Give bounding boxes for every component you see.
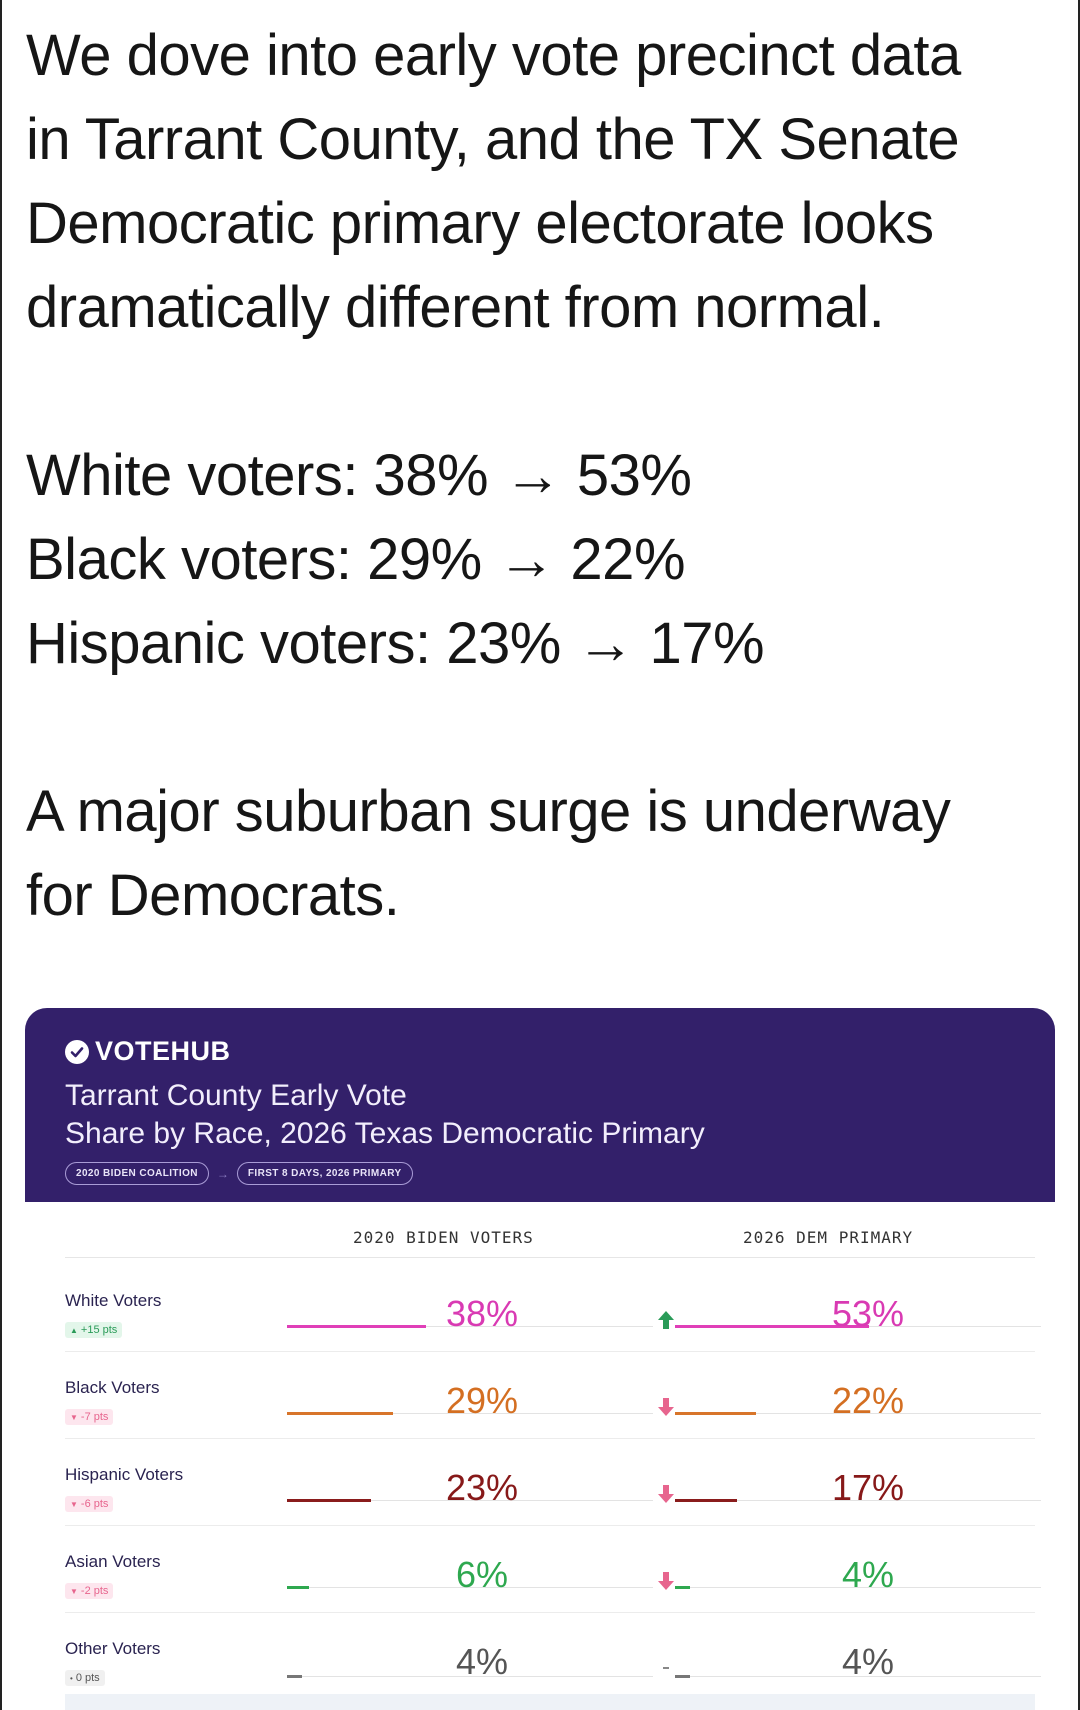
race-row: Hispanic Voters ▼ -6 pts 23% 17% (25, 1439, 1055, 1526)
change-badge-text: -2 pts (80, 1585, 109, 1597)
triangle-down-icon: ▼ (70, 1499, 78, 1509)
card-footer-strip (65, 1694, 1035, 1710)
row-divider (65, 1612, 1035, 1613)
bar-track-2020 (287, 1676, 653, 1677)
divider (65, 1257, 1035, 1258)
race-label: Black Voters (65, 1378, 160, 1397)
tweet-line: Democratic primary electorate looks (26, 191, 934, 256)
share-bar-2026 (675, 1675, 690, 1678)
bar-track-2026 (675, 1413, 1041, 1414)
share-value-2020: 4% (455, 1641, 509, 1682)
share-bar-2026 (675, 1412, 756, 1415)
race-label: Asian Voters (65, 1552, 161, 1571)
share-value-2020: 23% (445, 1467, 519, 1508)
share-bar-2020 (287, 1586, 309, 1589)
row-divider (65, 1525, 1035, 1526)
share-bar-2026 (675, 1325, 869, 1328)
share-bar-2026 (675, 1499, 738, 1502)
bar-track-2020 (287, 1326, 653, 1327)
share-value-2026: 4% (841, 1641, 895, 1682)
change-badge: ▼ -2 pts (65, 1583, 114, 1599)
race-label: Hispanic Voters (65, 1465, 184, 1484)
column-header-2020: 2020 BIDEN VOTERS (353, 1228, 534, 1247)
change-badge: ▼ -7 pts (65, 1409, 114, 1425)
bar-track-2020 (287, 1500, 653, 1501)
left-border (0, 0, 2, 1710)
tweet-line: in Tarrant County, and the TX Senate (26, 107, 960, 172)
share-value-2026: 22% (831, 1380, 905, 1421)
stat-line-hispanic: Hispanic voters: 23% → 17% (26, 611, 765, 676)
bar-track-2020 (287, 1587, 653, 1588)
comparison-pills: 2020 BIDEN COALITION → FIRST 8 DAYS, 202… (65, 1162, 413, 1185)
tweet-text: We dove into early vote precinct data in… (26, 14, 1066, 938)
change-badge: ▼ -6 pts (65, 1496, 114, 1512)
bar-track-2020 (287, 1413, 653, 1414)
tweet-line: We dove into early vote precinct data (26, 23, 961, 88)
card-header: VOTEHUB Tarrant County Early Vote Share … (25, 1008, 1055, 1202)
change-badge-text: +15 pts (80, 1324, 118, 1336)
share-value-2026: 53% (831, 1293, 905, 1334)
arrow-right-icon: → (216, 1166, 229, 1181)
change-badge: ▲ +15 pts (65, 1322, 123, 1338)
card-title: Tarrant County Early Vote Share by Race,… (65, 1077, 705, 1153)
tweet-line: A major suburban surge is underway (26, 779, 951, 844)
card-subtitle-line: Share by Race, 2026 Texas Democratic Pri… (65, 1117, 705, 1150)
votehub-logo: VOTEHUB (65, 1036, 231, 1067)
pill-2020-coalition: 2020 BIDEN COALITION (65, 1162, 209, 1185)
pill-2026-primary: FIRST 8 DAYS, 2026 PRIMARY (236, 1162, 413, 1185)
dash-icon (655, 1657, 677, 1685)
share-bar-2020 (287, 1675, 302, 1678)
change-badge-text: -7 pts (80, 1411, 109, 1423)
arrow-down-icon (655, 1396, 677, 1424)
race-row: Black Voters ▼ -7 pts 29% 22% (25, 1352, 1055, 1439)
tweet-line: dramatically different from normal. (26, 275, 885, 340)
share-value-2020: 38% (445, 1293, 519, 1334)
race-label: Other Voters (65, 1639, 161, 1658)
share-bar-2020 (287, 1325, 427, 1328)
share-bar-2020 (287, 1412, 394, 1415)
stat-line-black: Black voters: 29% → 22% (26, 527, 686, 592)
share-value-2020: 6% (455, 1554, 509, 1595)
row-divider (65, 1351, 1035, 1352)
share-bar-2020 (287, 1499, 372, 1502)
card-title-line: Tarrant County Early Vote (65, 1079, 407, 1112)
paragraph-gap (26, 350, 1066, 434)
race-label: White Voters (65, 1291, 162, 1310)
race-row: White Voters ▲ +15 pts 38% 53% (25, 1265, 1055, 1352)
change-badge-text: 0 pts (75, 1672, 100, 1684)
row-divider (65, 1438, 1035, 1439)
share-value-2020: 29% (445, 1380, 519, 1421)
brand-name: VOTEHUB (95, 1036, 231, 1066)
bar-track-2026 (675, 1500, 1041, 1501)
share-value-2026: 4% (841, 1554, 895, 1595)
arrow-down-icon (655, 1483, 677, 1511)
column-header-2026: 2026 DEM PRIMARY (743, 1228, 914, 1247)
triangle-up-icon: ▲ (70, 1325, 78, 1335)
share-value-2026: 17% (831, 1467, 905, 1508)
right-border (1078, 0, 1080, 1710)
embedded-image-card[interactable]: VOTEHUB Tarrant County Early Vote Share … (25, 1008, 1055, 1710)
dot-icon: • (70, 1673, 73, 1683)
triangle-down-icon: ▼ (70, 1412, 78, 1422)
arrow-up-icon (655, 1309, 677, 1337)
race-row: Asian Voters ▼ -2 pts 6% 4% (25, 1526, 1055, 1613)
checkmark-icon (65, 1039, 89, 1064)
stat-line-white: White voters: 38% → 53% (26, 443, 692, 508)
share-bar-2026 (675, 1586, 690, 1589)
bar-track-2026 (675, 1676, 1041, 1677)
change-badge: • 0 pts (65, 1670, 105, 1686)
change-badge-text: -6 pts (80, 1498, 109, 1510)
arrow-down-icon (655, 1570, 677, 1598)
triangle-down-icon: ▼ (70, 1586, 78, 1596)
tweet-line: for Democrats. (26, 863, 400, 928)
paragraph-gap (26, 686, 1066, 770)
bar-track-2026 (675, 1587, 1041, 1588)
race-row: Other Voters • 0 pts 4% 4% (25, 1613, 1055, 1700)
